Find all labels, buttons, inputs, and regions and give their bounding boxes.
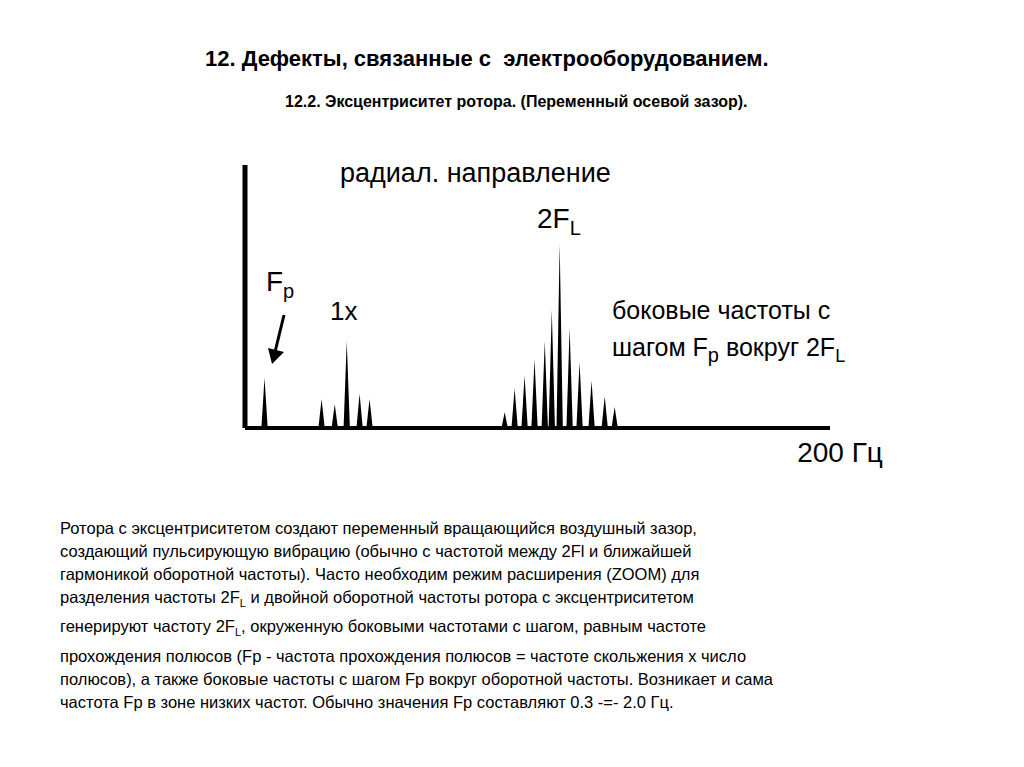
html-text:гармоникой оборотной частоты).: гармоникой оборотной частоты). Часто нео… [60, 565, 700, 583]
html-text:генерируют частоту 2FL, окруже: генерируют частоту 2FL, окруженную боков… [60, 617, 706, 639]
html-text:полюсов), а также боковые част: полюсов), а также боковые частоты с шаго… [60, 669, 773, 688]
html-text:1x: 1x [330, 296, 358, 326]
html-text:12. Дефекты, связанные с элект: 12. Дефекты, связанные с электрооборудов… [205, 46, 769, 71]
html-text:боковые частоты с: боковые частоты с [612, 296, 831, 324]
html-text:частота Fp в зоне низких часто: частота Fp в зоне низких частот. Обычно … [60, 692, 674, 711]
html-text:шагом Fpвокруг 2FL: шагом Fpвокруг 2FL [612, 333, 846, 366]
svg-text:200 Гц: 200 Гц [797, 437, 883, 468]
html-text:Ротора с эксцентриситетом созд: Ротора с эксцентриситетом создают переме… [60, 519, 697, 537]
html-text:радиал. направление: радиал. направление [340, 158, 611, 188]
html-text:создающий пульсирующую вибраци: создающий пульсирующую вибрацию (обычно … [60, 542, 692, 560]
html-text:2FL: 2FL [537, 203, 581, 239]
html-text:разделения частоты 2FLи двойно: разделения частоты 2FLи двойной оборотно… [60, 588, 694, 610]
html-text:прохождения полюсов (Fp - част: прохождения полюсов (Fp - частота прохож… [60, 646, 747, 665]
html-text:Fp: Fp [266, 266, 295, 302]
html-text:12.2. Эксцентриситет ротора. (: 12.2. Эксцентриситет ротора. (Переменный… [285, 93, 748, 110]
